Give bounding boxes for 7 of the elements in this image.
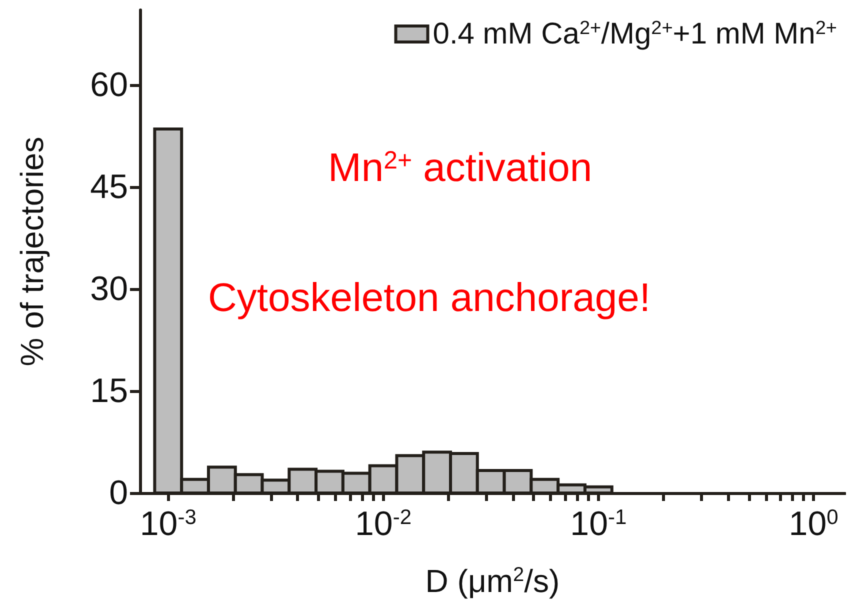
y-tick-label: 15 [90,372,128,410]
annotation: Cytoskeleton anchorage! [208,276,650,320]
y-tick-label: 45 [90,168,128,206]
y-tick-label: 60 [90,66,128,104]
y-axis-title: % of trajectories [14,136,50,366]
y-tick-label: 0 [109,474,128,512]
y-tick-label: 30 [90,270,128,308]
